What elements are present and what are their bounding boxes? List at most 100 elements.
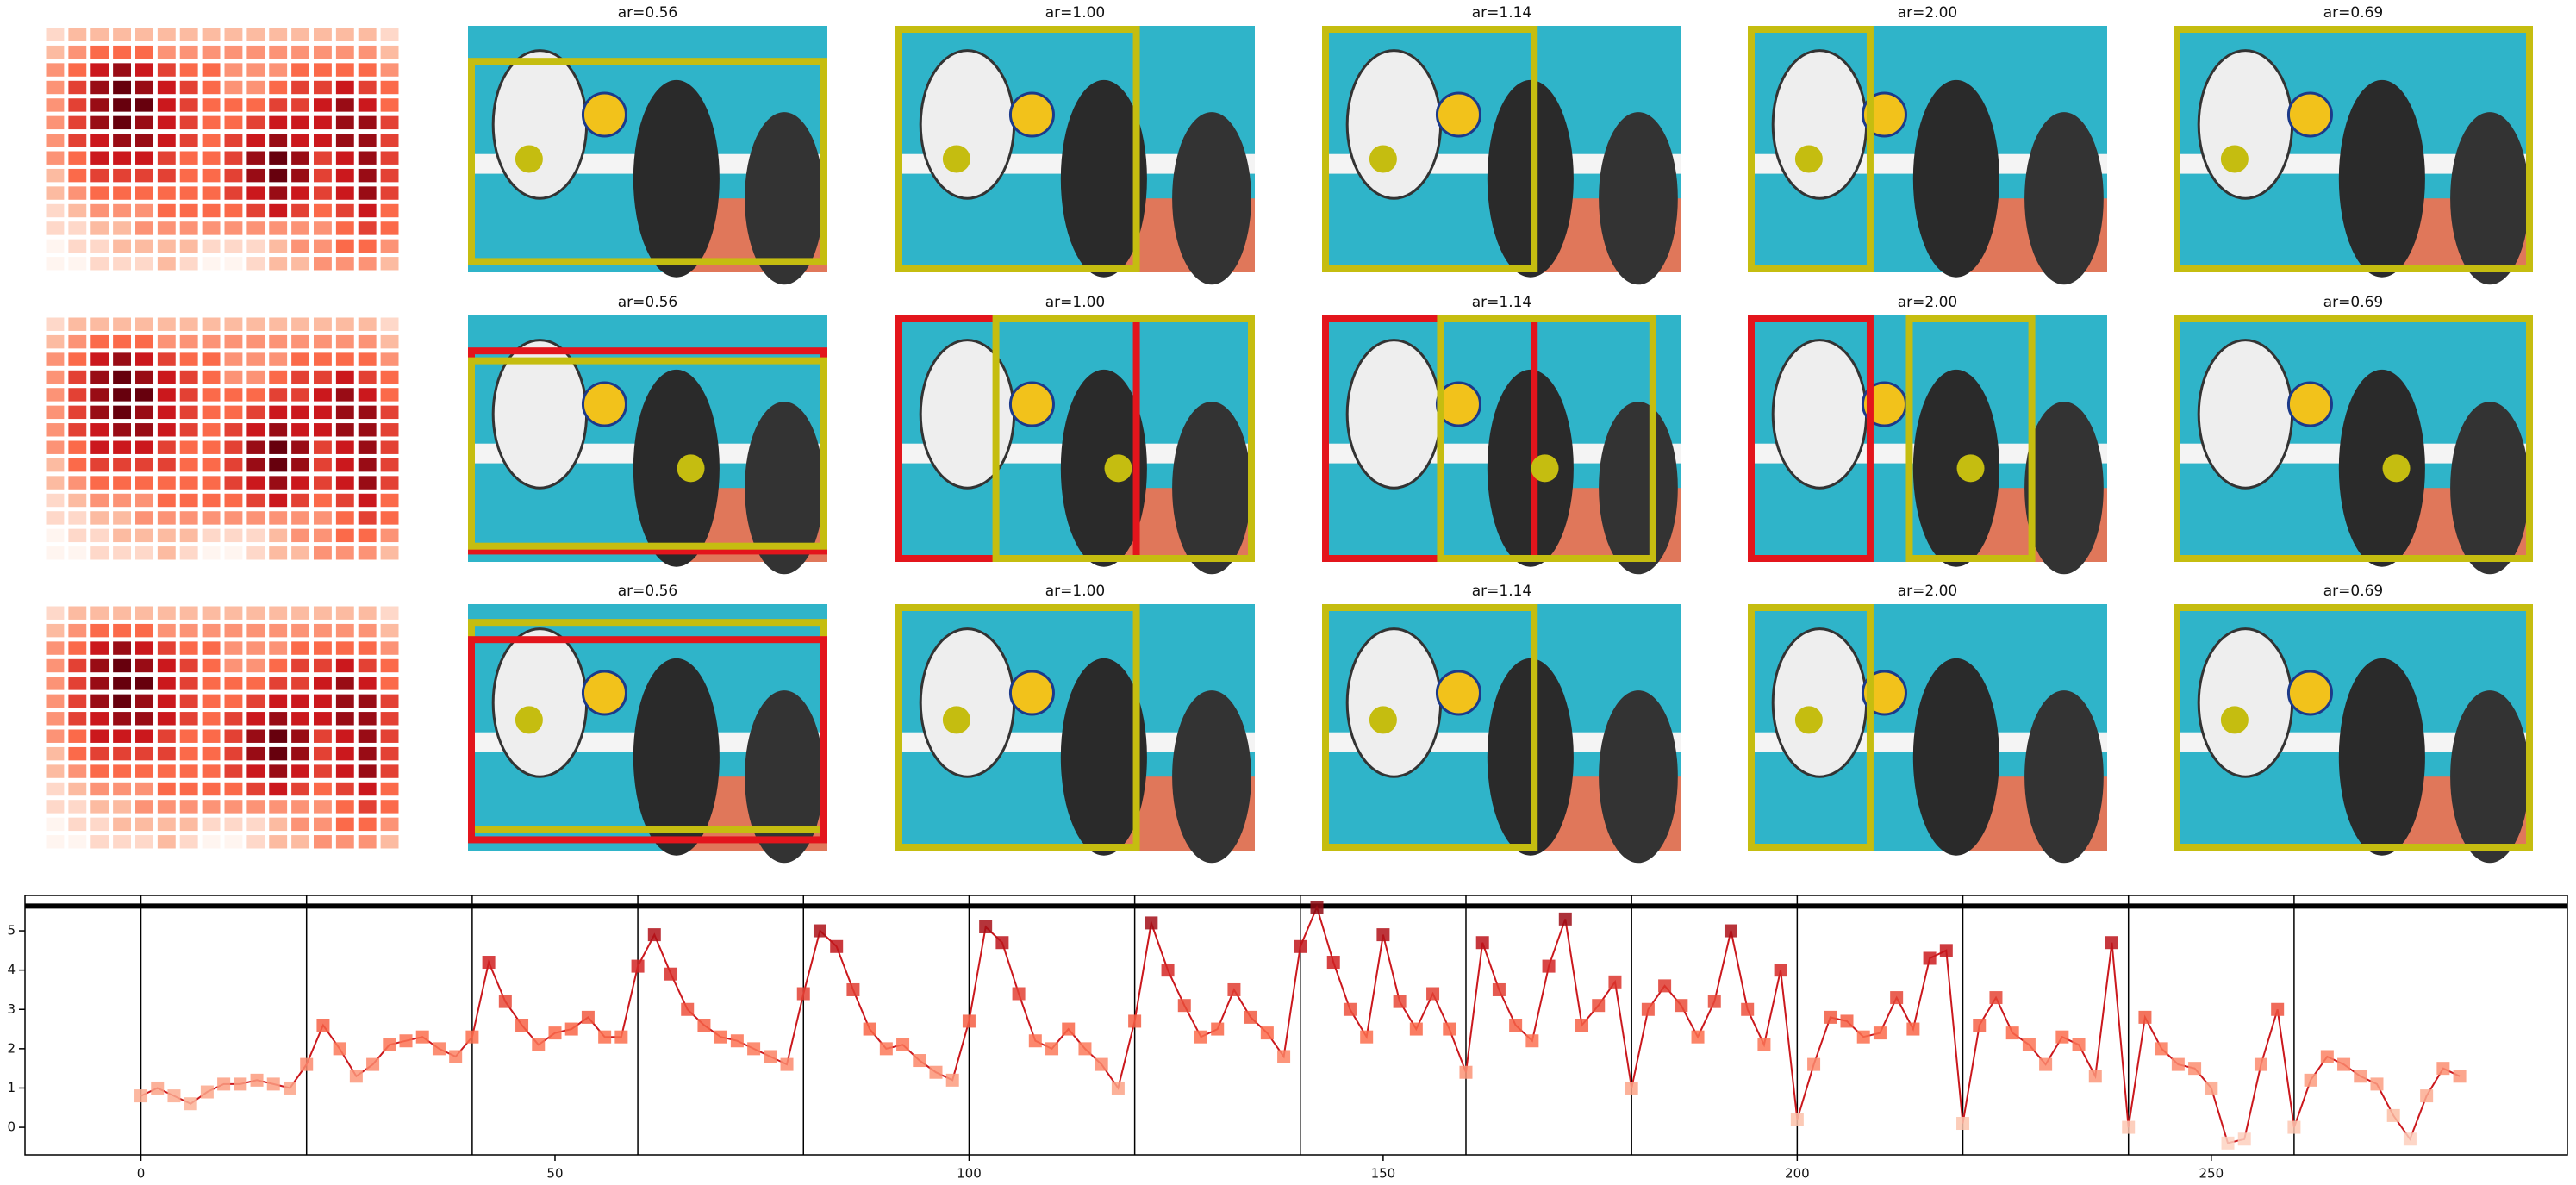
marker: [2072, 1038, 2086, 1051]
photo: [1748, 315, 2107, 575]
heatmap-cell: [179, 476, 198, 490]
heatmap-cell: [179, 168, 198, 183]
marker: [1658, 979, 1672, 993]
heatmap-cell: [90, 694, 109, 708]
heatmap-cell: [335, 239, 354, 253]
heatmap-cell: [335, 800, 354, 814]
marker: [1443, 1022, 1456, 1036]
heatmap-cell: [46, 677, 65, 690]
heatmap-cell: [314, 746, 332, 761]
photo: [1748, 604, 2107, 864]
player: [1771, 339, 1868, 490]
heatmap-cell: [113, 334, 131, 349]
heatmap-cell: [113, 729, 131, 743]
marker: [1675, 999, 1688, 1013]
heatmap-cell: [335, 257, 354, 271]
heatmap-cell: [335, 45, 354, 59]
player: [2338, 369, 2425, 567]
heatmap-cell: [335, 168, 354, 183]
heatmap-cell: [335, 370, 354, 384]
player: [1172, 112, 1251, 285]
marker: [1741, 1002, 1755, 1016]
heatmap-cell: [179, 423, 198, 437]
heatmap-cell: [291, 239, 309, 253]
heatmap-cell: [113, 423, 131, 437]
marker: [598, 1030, 612, 1044]
heatmap-cell: [380, 546, 399, 560]
heatmap-cell: [135, 28, 153, 41]
heatmap-cell: [224, 782, 243, 796]
heatmap-cell: [90, 45, 109, 59]
heatmap-cell: [335, 423, 354, 437]
heatmap-cell: [157, 623, 176, 638]
heatmap-cell: [269, 677, 288, 690]
heatmap-cell: [68, 423, 87, 437]
heatmap-cell: [380, 186, 399, 200]
heatmap-cell: [113, 45, 131, 59]
heatmap-cell: [157, 658, 176, 673]
heatmap-cell: [380, 203, 399, 218]
marker: [2370, 1077, 2384, 1091]
heatmap-cell: [335, 63, 354, 77]
heatmap-cell: [380, 334, 399, 349]
heatmap-cell: [380, 168, 399, 183]
player: [1172, 402, 1251, 575]
heatmap-cell: [224, 511, 243, 525]
heatmap-cell: [157, 115, 176, 130]
crop-box: [1322, 315, 1538, 562]
panel-title: ar=0.56: [618, 583, 678, 600]
player: [1487, 79, 1574, 278]
heatmap-cell: [179, 370, 198, 384]
heatmap-cell: [269, 712, 288, 726]
heatmap-cell: [335, 746, 354, 761]
heatmap-cell: [380, 440, 399, 454]
heatmap-cell: [291, 388, 309, 402]
heatmap-cell: [202, 493, 221, 508]
marker: [300, 1057, 314, 1071]
heatmap-cell: [135, 203, 153, 218]
heatmap-cell: [90, 352, 109, 366]
heatmap-cell: [90, 203, 109, 218]
heatmap-cell: [202, 98, 221, 112]
player: [1912, 658, 1999, 856]
marker: [266, 1077, 280, 1091]
heatmap-cell: [291, 712, 309, 726]
player: [1599, 690, 1678, 864]
marker: [780, 1057, 794, 1071]
player: [2197, 339, 2294, 490]
heatmap-cell: [291, 800, 309, 814]
panel-title: ar=2.00: [1898, 4, 1958, 22]
heatmap-cell: [314, 800, 332, 814]
heatmap-cell: [113, 800, 131, 814]
ball: [2286, 670, 2333, 716]
heatmap-cell: [314, 239, 332, 253]
player: [633, 658, 720, 856]
heatmap-cell: [68, 800, 87, 814]
heatmap-cell: [90, 28, 109, 41]
heatmap-cell: [179, 528, 198, 543]
y-tick-label: 3: [7, 1001, 16, 1017]
marker: [631, 959, 645, 973]
heatmap-cell: [179, 45, 198, 59]
ball: [2286, 91, 2333, 138]
heatmap-cell: [246, 658, 265, 673]
heatmap-cell: [224, 370, 243, 384]
marker: [2022, 1038, 2036, 1051]
heatmap-cell: [291, 623, 309, 638]
photo: [895, 26, 1255, 285]
heatmap-cell: [90, 186, 109, 200]
heatmap-cell: [68, 511, 87, 525]
heatmap-cell: [335, 405, 354, 420]
heatmap-cell: [358, 623, 377, 638]
heatmap-cell: [314, 186, 332, 200]
heatmap-cell: [246, 746, 265, 761]
heatmap-cell: [335, 186, 354, 200]
heatmap-cell: [157, 729, 176, 743]
crop-box: [895, 604, 1140, 851]
marker: [2155, 1042, 2168, 1056]
heatmap-cell: [246, 835, 265, 849]
player: [1599, 402, 1678, 575]
player: [2024, 112, 2104, 285]
heatmap-cell: [246, 817, 265, 832]
heatmap-cell: [224, 203, 243, 218]
